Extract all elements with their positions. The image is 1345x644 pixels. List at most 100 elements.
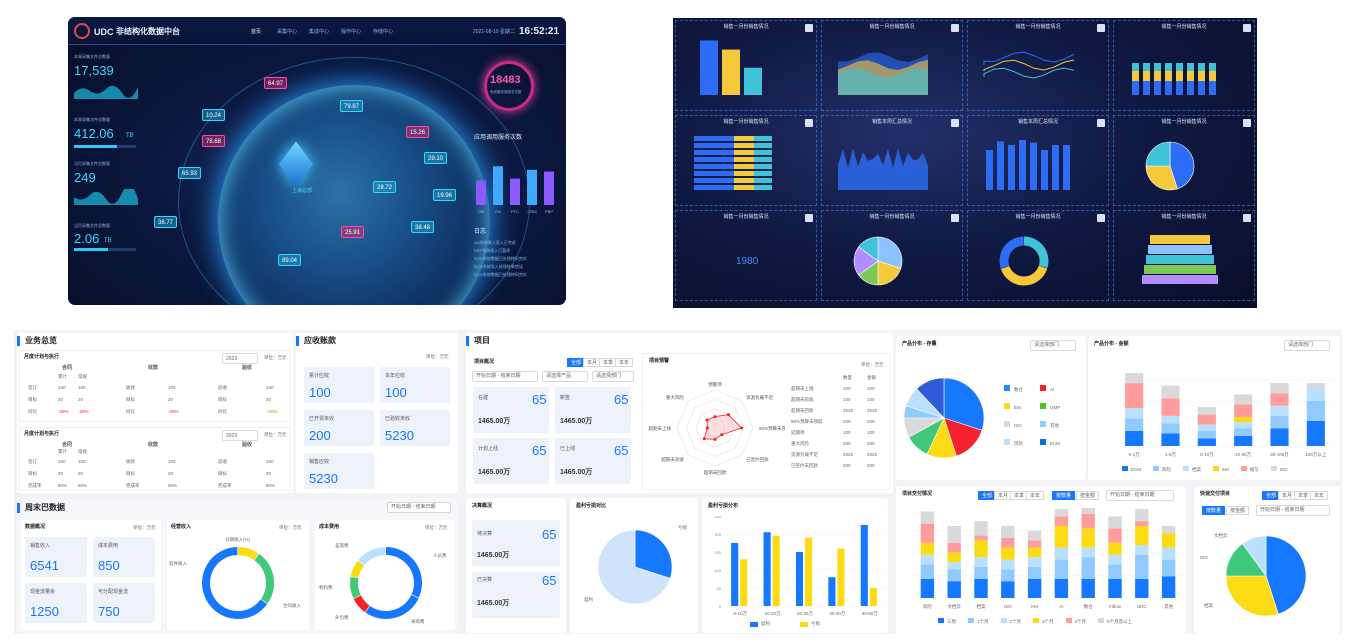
node-tag[interactable]: 19.96 xyxy=(433,189,457,201)
settlement-card[interactable]: 待决算 65 1465.00万 xyxy=(472,520,560,566)
date-range-input[interactable]: 开始日期 - 结束日期 xyxy=(1256,505,1330,516)
cell-chart xyxy=(853,236,903,286)
tab-year[interactable]: 本年 xyxy=(615,358,634,367)
stat-card[interactable]: 销售应收 5230 xyxy=(304,453,374,489)
table-cell: 签订 xyxy=(28,385,37,390)
cell-menu-icon[interactable] xyxy=(951,24,959,32)
legend-item[interactable]: GMP xyxy=(1040,402,1060,411)
legend-item[interactable]: ISO xyxy=(1270,464,1288,473)
project-stat-card[interactable]: 在建 65 1465.00万 xyxy=(473,387,549,433)
stack-segment xyxy=(1001,547,1015,560)
donut-label: 分期收入(%) xyxy=(225,537,250,542)
tab-by-count[interactable]: 按数量 xyxy=(1202,506,1226,515)
year-select[interactable]: 2023 xyxy=(222,353,258,364)
node-tag[interactable]: 78.68 xyxy=(202,135,226,147)
department-select[interactable]: 请选择部门 xyxy=(1284,340,1330,351)
settlement-card[interactable]: 已决算 65 1465.00万 xyxy=(472,572,560,618)
tab-by-count[interactable]: 按数量 xyxy=(1052,491,1076,500)
legend-item[interactable]: 5个月及以上 xyxy=(1098,616,1132,625)
cell-menu-icon[interactable] xyxy=(951,214,959,222)
node-tag[interactable]: 38.77 xyxy=(154,216,178,228)
node-tag[interactable]: 28.72 xyxy=(373,181,397,193)
date-range-input[interactable]: 开始日期 - 结束日期 xyxy=(387,502,451,513)
panel-business-overview: 业务总览 月度计划与执行 2023 单位：万元 合同 收款 验收 累计 常规 签… xyxy=(17,333,293,493)
legend-item[interactable]: 3个月 xyxy=(1033,616,1054,625)
risk-cell: 100 xyxy=(867,386,875,391)
stat-card[interactable]: 本年应收 100 xyxy=(380,367,450,403)
stat-card[interactable]: 成本费用 850 xyxy=(93,537,155,577)
node-tag[interactable]: 89.04 xyxy=(278,254,302,266)
legend-item[interactable]: ECM xyxy=(1122,464,1141,473)
node-tag[interactable]: 64.97 xyxy=(264,77,288,89)
stat-card[interactable]: 已验收未收 5230 xyxy=(380,410,450,446)
legend-item[interactable]: KM xyxy=(1213,464,1229,473)
nav-home[interactable]: 首页 xyxy=(251,29,262,35)
stat-value: 65 xyxy=(532,392,547,407)
legend-item[interactable]: 4个月 xyxy=(1065,616,1086,625)
nav-operate[interactable]: 操作中心 xyxy=(341,29,362,35)
node-tag[interactable]: 65.93 xyxy=(178,167,202,179)
grid-chart-cell: 销售一月份销售情况 xyxy=(967,20,1109,111)
table-cell: 20 xyxy=(168,397,174,402)
stat-card[interactable]: 已开票未收 200 xyxy=(304,410,374,446)
nav-storage[interactable]: 存储中心 xyxy=(373,29,394,35)
legend-item[interactable]: 风险 xyxy=(1153,464,1171,473)
year-select[interactable]: 2023 xyxy=(222,430,258,441)
profit-bar xyxy=(828,577,836,606)
legend-item[interactable]: 数仓 xyxy=(1004,384,1023,393)
cell-chart xyxy=(999,236,1049,286)
stat-card[interactable]: 销售收入 6541 xyxy=(25,537,87,577)
department-select[interactable]: 请选择部门 xyxy=(1030,340,1076,351)
table-cell: -29% xyxy=(168,409,179,414)
legend-item[interactable]: 档案 xyxy=(1183,464,1201,473)
bar xyxy=(1041,150,1048,190)
stat-card[interactable]: 现金流量余 1250 xyxy=(25,583,87,623)
nav-collect[interactable]: 采集中心 xyxy=(277,29,298,35)
stat-card[interactable]: 累计应收 100 xyxy=(304,367,374,403)
cell-menu-icon[interactable] xyxy=(805,214,813,222)
cell-menu-icon[interactable] xyxy=(1097,119,1105,127)
donut-segment xyxy=(385,547,422,598)
cell-menu-icon[interactable] xyxy=(1097,214,1105,222)
tab-by-amount[interactable]: 按金额 xyxy=(1076,491,1100,500)
project-stat-card[interactable]: 新签 65 1465.00万 xyxy=(555,387,631,433)
stat-card[interactable]: 可分配现金流 750 xyxy=(93,583,155,623)
project-stat-card[interactable]: 计划上线 65 1465.00万 xyxy=(473,438,549,484)
legend-item[interactable]: 其他 xyxy=(1040,420,1059,429)
node-tag[interactable]: 29.10 xyxy=(424,152,448,164)
node-tag[interactable]: 15.26 xyxy=(406,126,430,138)
legend-item[interactable]: AI xyxy=(1040,384,1054,393)
legend-item[interactable]: ISO xyxy=(1004,420,1022,429)
node-tag[interactable]: 10.24 xyxy=(202,109,226,121)
tab-year[interactable]: 本年 xyxy=(1026,491,1045,500)
tab-by-amount[interactable]: 按金额 xyxy=(1226,506,1250,515)
legend-item[interactable]: 风险 xyxy=(1004,438,1023,447)
node-tag[interactable]: 25.91 xyxy=(341,226,365,238)
department-select[interactable]: 请选择部门 xyxy=(592,371,634,382)
clock: 16:52:21 xyxy=(519,26,560,37)
date-range-input[interactable]: 开始日期 - 结束日期 xyxy=(1106,490,1174,501)
cell-menu-icon[interactable] xyxy=(1097,24,1105,32)
cell-menu-icon[interactable] xyxy=(951,119,959,127)
stack-segment xyxy=(920,564,935,579)
cell-menu-icon[interactable] xyxy=(1243,24,1251,32)
cell-menu-icon[interactable] xyxy=(805,24,813,32)
nav-integrate[interactable]: 集成中心 xyxy=(309,29,330,35)
date-range-input[interactable]: 开始日期 - 结束日期 xyxy=(472,371,538,382)
legend-item[interactable]: EM xyxy=(1004,402,1021,411)
cell-menu-icon[interactable] xyxy=(805,119,813,127)
stat-wave xyxy=(74,189,138,205)
product-select[interactable]: 请选择产品 xyxy=(542,371,588,382)
legend-item[interactable]: 规写 xyxy=(1240,464,1259,473)
cell-menu-icon[interactable] xyxy=(1243,119,1251,127)
legend-item[interactable]: 三周 xyxy=(938,616,956,625)
cell-menu-icon[interactable] xyxy=(1243,214,1251,222)
legend-item[interactable]: 2个月 xyxy=(1000,616,1021,625)
node-tag[interactable]: 38.48 xyxy=(411,221,435,233)
project-stat-card[interactable]: 已上线 65 1465.00万 xyxy=(555,438,631,484)
tab-year[interactable]: 本年 xyxy=(1310,491,1329,500)
legend-item[interactable]: ECM xyxy=(1040,438,1060,447)
legend-item[interactable]: 1个月 xyxy=(968,616,989,625)
node-tag[interactable]: 79.87 xyxy=(340,100,364,112)
cell-chart xyxy=(1145,141,1195,191)
